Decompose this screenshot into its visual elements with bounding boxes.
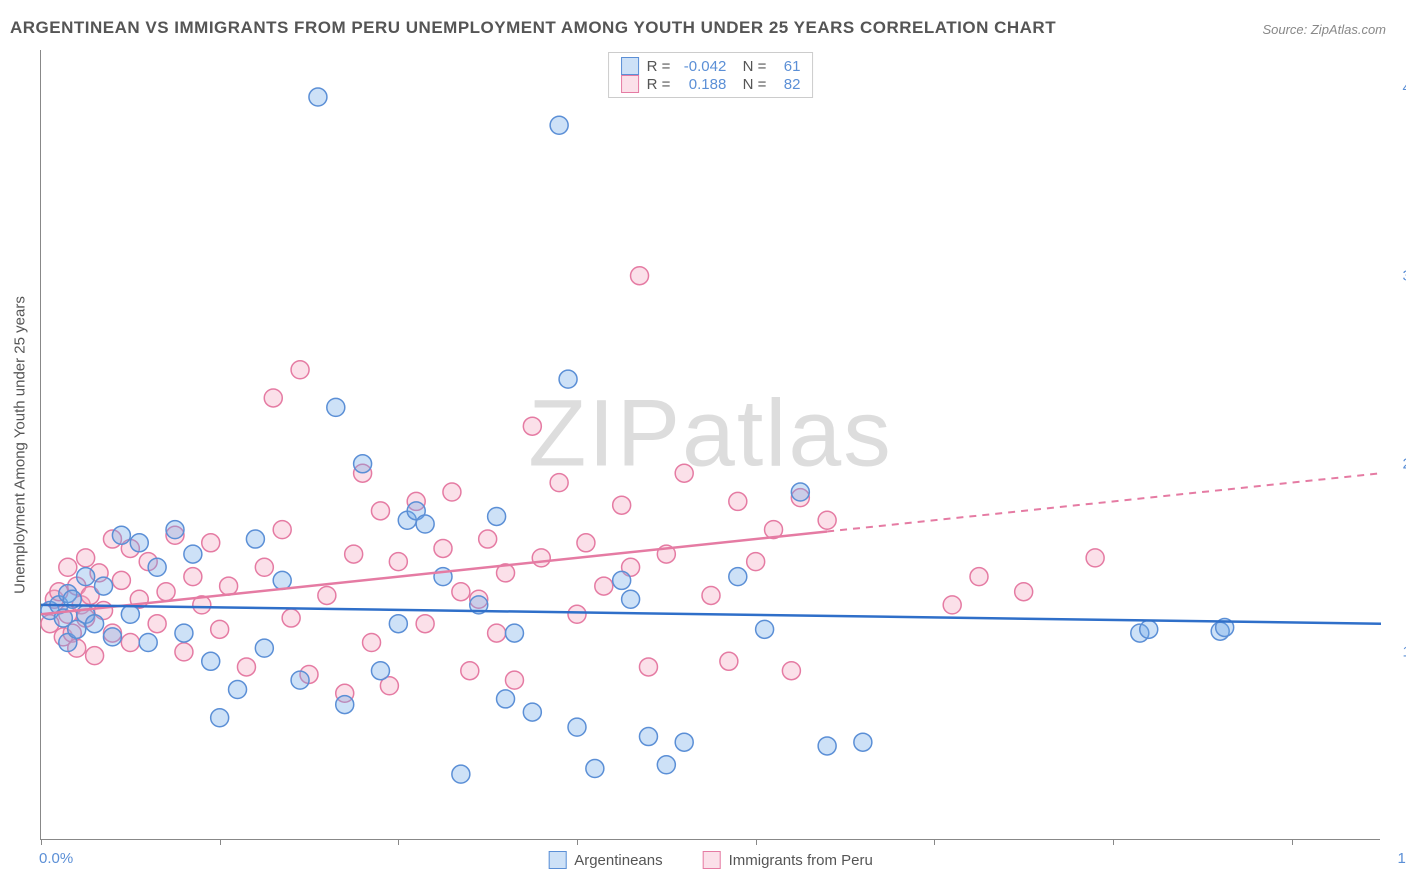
x-tick-label: 0.0% [39,850,73,867]
stat-r-label: R = [647,76,671,93]
stats-box: R = -0.042 N = 61 R = 0.188 N = 82 [608,52,814,98]
stat-r-value-argentineans: -0.042 [678,58,726,75]
swatch-argentineans-legend [548,851,566,869]
legend-item-peru: Immigrants from Peru [703,851,873,869]
swatch-argentineans [621,57,639,75]
legend-item-argentineans: Argentineans [548,851,662,869]
x-tick [756,839,757,845]
x-tick [1113,839,1114,845]
y-tick-label: 30.0% [1402,267,1406,284]
legend-label-argentineans: Argentineans [574,852,662,869]
stats-row-argentineans: R = -0.042 N = 61 [621,57,801,75]
x-tick [220,839,221,845]
stat-n-value-peru: 82 [774,76,800,93]
stats-row-peru: R = 0.188 N = 82 [621,75,801,93]
x-tick-label: 15.0% [1397,850,1406,867]
legend-label-peru: Immigrants from Peru [729,852,873,869]
x-tick [398,839,399,845]
y-tick-label: 10.0% [1402,643,1406,660]
chart-title: ARGENTINEAN VS IMMIGRANTS FROM PERU UNEM… [10,18,1056,38]
stat-n-label: N = [734,76,766,93]
x-tick [41,839,42,845]
stat-n-label: N = [734,58,766,75]
y-axis-label: Unemployment Among Youth under 25 years [12,296,29,594]
y-tick-label: 40.0% [1402,79,1406,96]
source-label: Source: ZipAtlas.com [1262,22,1386,37]
y-tick-label: 20.0% [1402,455,1406,472]
x-tick [577,839,578,845]
x-tick [1292,839,1293,845]
stat-n-value-argentineans: 61 [774,58,800,75]
chart-container: Unemployment Among Youth under 25 years … [40,50,1380,840]
legend: Argentineans Immigrants from Peru [548,851,873,869]
stat-r-label: R = [647,58,671,75]
swatch-peru-legend [703,851,721,869]
plot-area: ZIPatlas R = -0.042 N = 61 R = 0.188 N =… [40,50,1380,840]
swatch-peru [621,75,639,93]
x-tick [934,839,935,845]
scatter-svg [41,50,1380,839]
stat-r-value-peru: 0.188 [678,76,726,93]
